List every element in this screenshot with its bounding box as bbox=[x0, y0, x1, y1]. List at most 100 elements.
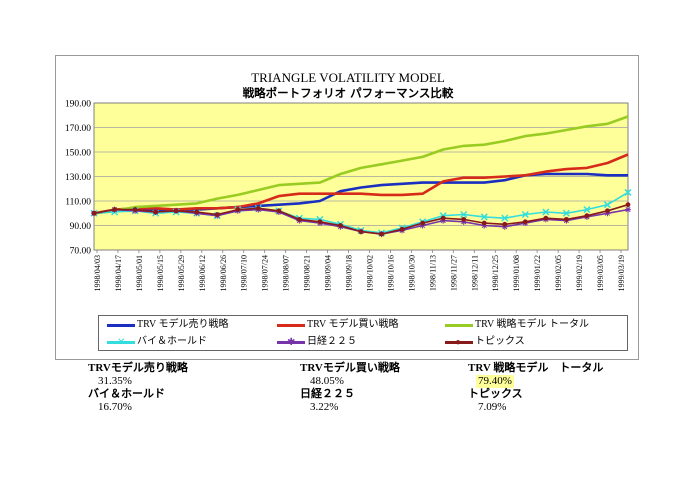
data-point bbox=[460, 210, 468, 219]
legend-item-sell: TRV モデル売り戦略 bbox=[107, 319, 229, 331]
legend-label: TRV モデル売り戦略 bbox=[137, 319, 229, 330]
data-point bbox=[338, 223, 343, 228]
data-point bbox=[480, 213, 488, 221]
x-tick-label: 1998/08/07 bbox=[282, 255, 291, 291]
x-tick-label: 1998/08/21 bbox=[303, 255, 312, 291]
x-tick-label: 1998/05/15 bbox=[156, 255, 165, 291]
data-point bbox=[91, 210, 97, 216]
data-point bbox=[173, 208, 179, 214]
chart-legend: TRV モデル売り戦略 TRV モデル買い戦略 TRV 戦略モデル トータル ✕… bbox=[98, 315, 628, 351]
legend-item-total: TRV 戦略モデル トータル bbox=[445, 319, 589, 331]
data-point bbox=[625, 202, 631, 208]
y-tick-label: 130.00 bbox=[65, 173, 91, 183]
summary-pct-highlighted: 79.40% bbox=[476, 375, 514, 388]
x-tick-label: 1998/06/12 bbox=[198, 255, 207, 291]
summary-name: 日経２２５ bbox=[300, 388, 355, 400]
star-marker-icon: ✱ bbox=[287, 336, 296, 348]
series-line bbox=[93, 153, 629, 215]
x-tick-label: 1998/10/30 bbox=[407, 255, 416, 291]
legend-label: トピックス bbox=[475, 336, 525, 347]
data-point bbox=[501, 223, 508, 230]
x-tick-label: 1998/09/04 bbox=[324, 255, 333, 291]
series-group bbox=[93, 115, 629, 215]
x-tick-label: 1998/07/24 bbox=[261, 255, 270, 291]
data-point bbox=[235, 207, 241, 212]
data-point bbox=[194, 209, 200, 215]
legend-swatch bbox=[445, 320, 473, 330]
summary-pct: 7.09% bbox=[478, 401, 507, 413]
y-tick-label: 190.00 bbox=[65, 100, 91, 110]
data-point bbox=[481, 220, 487, 226]
legend-swatch bbox=[277, 320, 305, 330]
summary-topix: トピックス 7.09% bbox=[468, 388, 523, 414]
data-point bbox=[543, 215, 549, 221]
legend-item-nikkei: ✱ 日経２２５ bbox=[277, 336, 357, 348]
data-point bbox=[255, 205, 261, 211]
x-tick-label: 1998/11/13 bbox=[428, 255, 437, 291]
x-marker-icon: ✕ bbox=[117, 336, 126, 348]
x-tick-label: 1999/01/08 bbox=[512, 255, 521, 291]
data-point bbox=[296, 216, 302, 222]
summary-name: TRV 戦略モデル トータル bbox=[468, 362, 604, 374]
summary-name: バイ＆ホールド bbox=[88, 388, 165, 400]
x-tick-label: 1998/06/26 bbox=[219, 255, 228, 291]
x-tick-label: 1998/04/03 bbox=[93, 255, 102, 291]
legend-swatch bbox=[107, 320, 135, 330]
x-tick-label: 1998/05/01 bbox=[135, 255, 144, 291]
summary-pct: 31.35% bbox=[98, 375, 132, 387]
data-point bbox=[584, 213, 590, 219]
data-point bbox=[583, 206, 591, 214]
data-point bbox=[542, 208, 550, 216]
x-tick-label: 1998/11/27 bbox=[449, 255, 458, 291]
series-line bbox=[93, 115, 629, 215]
data-point bbox=[419, 222, 426, 229]
series-group bbox=[91, 202, 631, 237]
x-tick-label: 1999/02/19 bbox=[575, 255, 584, 291]
legend-label: TRV 戦略モデル トータル bbox=[475, 319, 590, 330]
summary-name: トピックス bbox=[468, 388, 523, 400]
summary-pct: 3.22% bbox=[310, 401, 339, 413]
x-tick-label: 1998/10/02 bbox=[365, 255, 374, 291]
summary-total: TRV 戦略モデル トータル 79.40% bbox=[468, 362, 603, 388]
y-tick-label: 90.00 bbox=[70, 222, 92, 232]
data-point bbox=[317, 219, 323, 225]
data-point bbox=[379, 231, 384, 237]
x-tick-label: 1998/07/10 bbox=[240, 255, 249, 291]
data-point bbox=[563, 216, 569, 222]
x-tick-label: 1998/04/17 bbox=[114, 255, 123, 291]
data-point bbox=[604, 210, 611, 217]
x-tick-label: 1999/03/19 bbox=[617, 255, 626, 291]
chart-frame: TRIANGLE VOLATILITY MODEL 戦略ポートフォリオ パフォーマ… bbox=[55, 55, 639, 360]
data-point bbox=[420, 220, 426, 226]
circle-marker-icon: ● bbox=[455, 336, 462, 348]
data-point bbox=[481, 222, 488, 229]
data-point bbox=[605, 208, 610, 214]
legend-label: 日経２２５ bbox=[307, 336, 357, 347]
data-point bbox=[214, 212, 220, 217]
x-tick-label: 1998/12/25 bbox=[491, 255, 500, 291]
chart-title: TRIANGLE VOLATILITY MODEL bbox=[251, 70, 445, 85]
legend-label: バイ＆ホールド bbox=[137, 336, 207, 347]
x-tick-label: 1998/09/18 bbox=[345, 255, 354, 291]
summary-buy: TRVモデル買い戦略 48.05% bbox=[300, 362, 400, 388]
data-point bbox=[461, 216, 467, 222]
y-tick-label: 170.00 bbox=[65, 124, 91, 134]
summary-pct: 16.70% bbox=[98, 401, 132, 413]
data-point bbox=[276, 208, 282, 214]
legend-item-buyhold: ✕ バイ＆ホールド bbox=[107, 336, 207, 348]
data-point bbox=[399, 226, 405, 232]
summary-name: TRVモデル売り戦略 bbox=[88, 362, 188, 374]
legend-item-topix: ● トピックス bbox=[445, 336, 525, 348]
data-point bbox=[624, 188, 632, 196]
legend-swatch: ✕ bbox=[107, 337, 135, 347]
data-point bbox=[603, 201, 611, 209]
data-point bbox=[625, 206, 631, 213]
x-tick-label: 1998/12/11 bbox=[470, 255, 479, 291]
x-tick-label: 1998/05/29 bbox=[177, 255, 186, 291]
data-point bbox=[521, 210, 529, 219]
data-point bbox=[522, 219, 528, 225]
summary-nikkei: 日経２２５ 3.22% bbox=[300, 388, 355, 414]
summary-buyhold: バイ＆ホールド 16.70% bbox=[88, 388, 165, 414]
x-tick-label: 1999/03/05 bbox=[596, 255, 605, 291]
